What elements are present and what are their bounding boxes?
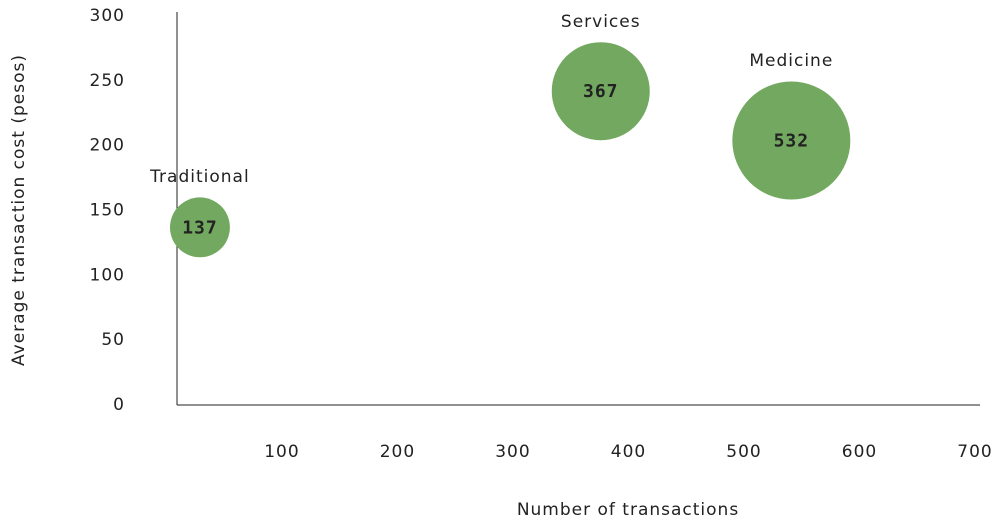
y-tick-label: 50	[101, 330, 125, 350]
x-tick-label: 200	[380, 442, 415, 462]
x-tick-label: 700	[957, 442, 992, 462]
x-tick-label: 500	[726, 442, 761, 462]
bubble-name: Traditional Healers	[150, 167, 250, 188]
bubble-name-box: Services	[560, 12, 641, 33]
y-tick-label: 150	[90, 201, 125, 221]
bubble-name: Medicine	[749, 51, 834, 72]
y-axis-title: Average transaction cost (pesos)	[9, 54, 29, 366]
bubble-name-box: Traditional Healers	[150, 167, 250, 188]
bubble-name-box: Medicine	[749, 51, 834, 72]
bubble	[732, 81, 851, 200]
bubble	[551, 42, 650, 141]
data-label: 367	[583, 81, 619, 102]
bubble-name: Services	[560, 12, 641, 33]
x-tick-label: 300	[495, 442, 530, 462]
x-tick-label: 600	[842, 442, 877, 462]
y-tick-label: 200	[90, 136, 125, 156]
y-tick-label: 250	[90, 71, 125, 91]
data-label: 532	[774, 130, 810, 151]
data-label: 137	[182, 217, 218, 238]
bubble	[170, 197, 230, 258]
x-tick-label: 100	[264, 442, 299, 462]
x-tick-label: 400	[611, 442, 646, 462]
y-tick-label: 300	[90, 6, 125, 26]
y-tick-label: 100	[90, 265, 125, 285]
x-axis-title: Number of transactions	[517, 500, 739, 520]
y-tick-label: 0	[113, 395, 125, 415]
